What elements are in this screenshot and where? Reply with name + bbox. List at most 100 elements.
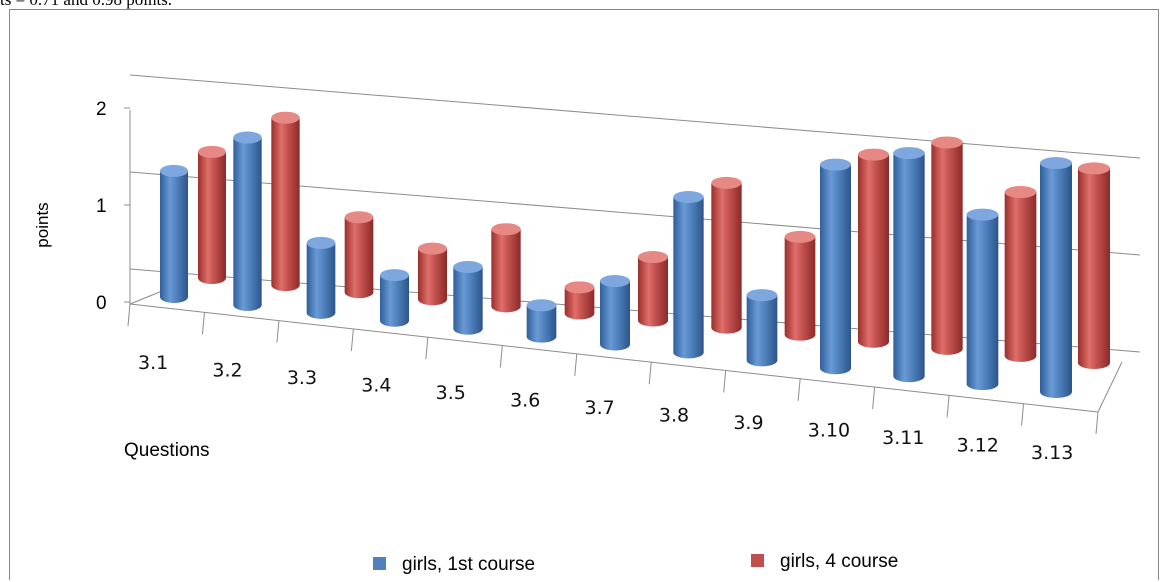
bar-body [858, 154, 889, 342]
bar-base [1004, 349, 1037, 362]
category-label: 3.10 [808, 420, 850, 442]
bar-body [746, 295, 778, 361]
bar-base [893, 370, 925, 383]
bar-girls-4-course-3-6 [564, 281, 595, 320]
y-axis-label: points [33, 202, 52, 247]
chart-frame: 0 1 2 3.1 3.2 3.3 3.4 3.5 3.6 3.7 3.8 3.9 3.10 3.11 3.… [9, 9, 1159, 580]
bar-girls-1st-course-3-13 [1040, 157, 1072, 398]
bar-top [673, 190, 704, 203]
bar-body [198, 151, 226, 278]
x-tick-mark [648, 362, 652, 385]
bar-base [746, 354, 778, 367]
x-tick-mark [797, 378, 801, 401]
category-label: 3.8 [659, 405, 689, 427]
bar-girls-4-course-3-8 [711, 176, 742, 334]
bar-base [784, 328, 816, 341]
bar-base [306, 306, 336, 319]
bar-body [638, 257, 668, 321]
bar-top [344, 211, 374, 224]
bar-top [491, 223, 521, 236]
bar-base [198, 272, 226, 284]
legend-swatch-series-1 [373, 557, 386, 570]
x-axis-label: Questions [124, 440, 210, 461]
bar-body [491, 229, 521, 307]
category-label: 3.11 [882, 427, 924, 449]
category-label: 3.2 [212, 360, 242, 382]
bar-girls-1st-course-3-2 [233, 131, 262, 311]
bar-girls-4-course-3-3 [344, 211, 374, 299]
bar-base [600, 338, 630, 351]
x-tick-mark [946, 395, 950, 418]
bar-base [1040, 386, 1072, 398]
legend-label-series-2: girls, 4 course [780, 551, 898, 572]
bar-girls-1st-course-3-1 [160, 164, 188, 303]
category-label: 3.3 [287, 367, 317, 389]
bar-top [306, 236, 336, 249]
bar-body [820, 164, 851, 369]
x-tick-mark [574, 353, 578, 376]
x-tick-mark [201, 312, 205, 335]
x-tick-mark [499, 345, 503, 368]
bar-top [564, 281, 595, 294]
bar-girls-1st-course-3-7 [600, 275, 630, 351]
bar-body [711, 182, 742, 328]
bar-girls-1st-course-3-4 [380, 269, 409, 327]
bar-top [600, 275, 630, 288]
bar-base [418, 293, 447, 306]
legend: girls, 1st course girls, 4 course [373, 551, 898, 575]
category-label: 3.9 [733, 412, 763, 434]
bar-girls-4-course-3-2 [271, 111, 300, 292]
bar-body [160, 170, 188, 297]
bar-girls-4-course-3-13 [1078, 162, 1110, 369]
bar-base [453, 322, 483, 335]
category-label: 3.5 [436, 382, 466, 404]
gridline [129, 74, 1141, 159]
bar-top [526, 299, 557, 312]
bar-top [893, 147, 925, 160]
category-label: 3.6 [510, 390, 540, 412]
bar-base [711, 321, 742, 334]
floor-right-edge [1097, 361, 1123, 413]
bar-girls-1st-course-3-12 [966, 208, 999, 391]
bar-body [784, 236, 816, 335]
x-tick-mark [350, 328, 354, 351]
bar-body [453, 266, 483, 329]
x-tick-mark [276, 320, 280, 343]
category-label: 3.7 [585, 397, 615, 419]
bar-girls-4-course-3-1 [198, 145, 226, 284]
bar-top [931, 136, 963, 149]
bar-base [673, 346, 704, 359]
bar-girls-1st-course-3-9 [746, 289, 778, 367]
x-tick-mark [127, 303, 131, 327]
x-tick-mark [723, 370, 727, 393]
bar-girls-4-course-3-11 [931, 136, 963, 355]
bar-base [820, 362, 851, 375]
bar-body [931, 142, 963, 349]
category-label: 3.13 [1031, 442, 1073, 464]
bar-base [160, 291, 188, 303]
floor-front-edge [129, 303, 1099, 413]
bar-girls-1st-course-3-5 [453, 260, 483, 335]
x-tick-mark [425, 337, 429, 360]
bar-base [966, 378, 999, 391]
x-tick-mark [872, 387, 876, 410]
bar-girls-4-course-3-4 [418, 242, 447, 306]
bar-girls-1st-course-3-6 [526, 299, 557, 343]
y-tick-label: 0 [96, 293, 107, 314]
bar-top [711, 176, 742, 189]
bar-girls-4-course-3-12 [1004, 186, 1037, 362]
legend-label-series-1: girls, 1st course [402, 554, 535, 575]
bar-base [344, 286, 374, 299]
y-tick-label: 1 [96, 196, 107, 217]
bar-top [784, 230, 816, 243]
bar-top [746, 289, 778, 302]
legend-swatch-series-2 [751, 554, 764, 567]
bar-base [526, 330, 557, 343]
bar-top [233, 131, 262, 144]
bar-body [1004, 192, 1037, 356]
bar-body [600, 281, 630, 345]
category-label: 3.1 [138, 352, 168, 374]
bar-girls-4-course-3-5 [491, 223, 521, 313]
bar-top [160, 164, 188, 177]
y-tick-label: 2 [96, 99, 107, 120]
